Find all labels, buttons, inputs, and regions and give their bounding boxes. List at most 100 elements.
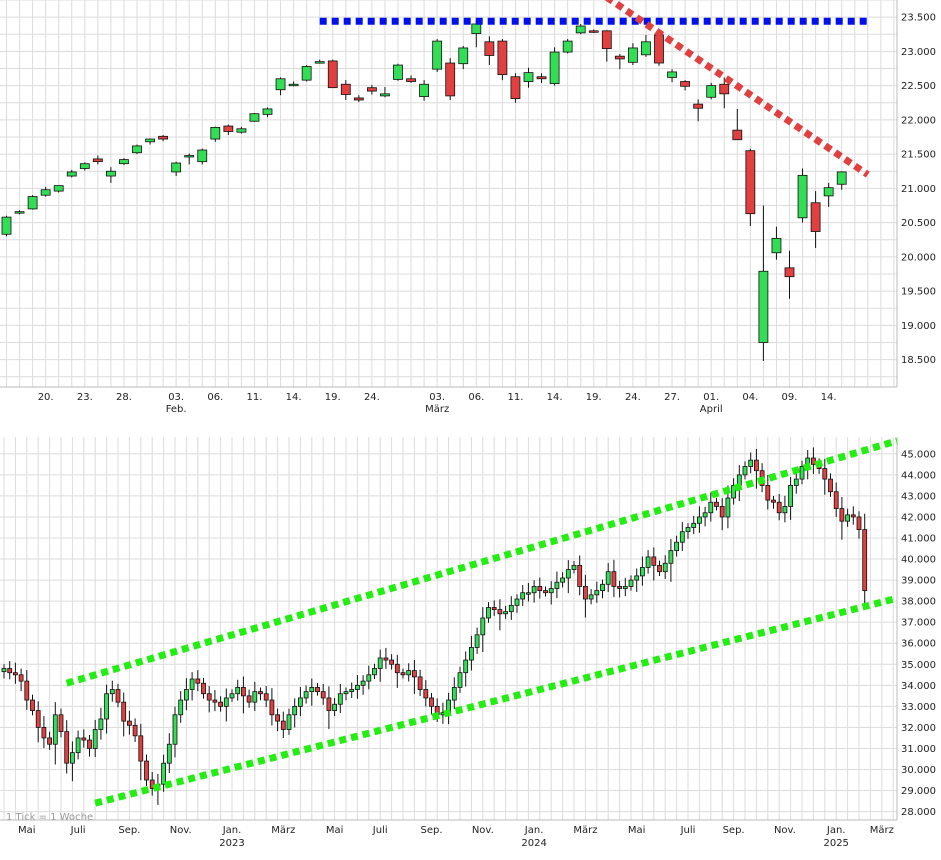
candle-down [680, 81, 690, 87]
x-tick-label: Sep. [723, 825, 745, 836]
candle-down [417, 676, 423, 690]
candle-up [40, 189, 51, 196]
candle-up [823, 187, 834, 197]
x-tick-sublabel: 2023 [219, 838, 244, 849]
candle-down [149, 779, 155, 789]
candle-down [732, 129, 743, 141]
y-tick-label: 21.500 [901, 150, 936, 161]
y-tick-label: 19.500 [901, 287, 936, 298]
candle-up [354, 684, 360, 690]
candle-up [119, 159, 129, 165]
y-tick-label: 43.000 [901, 491, 936, 502]
candle-up [377, 657, 383, 669]
candle-up [171, 162, 182, 173]
candle-down [275, 714, 281, 722]
x-tick-label: Juli [372, 825, 388, 836]
x-tick-label: 14. [286, 392, 302, 403]
candle-down [246, 695, 252, 703]
y-tick-label: 36.000 [901, 639, 936, 650]
candle-up [748, 459, 754, 467]
candle-down [92, 158, 103, 163]
candle-down [263, 693, 269, 701]
candle-down [510, 76, 521, 100]
x-tick-sublabel: April [700, 404, 723, 415]
candle-down [719, 83, 730, 95]
candle-up [79, 163, 90, 169]
candle-up [236, 128, 247, 133]
candle-down [201, 682, 206, 695]
x-tick-label: 14. [547, 392, 563, 403]
candle-down [811, 457, 816, 465]
candle-down [315, 687, 320, 693]
candle-up [474, 634, 480, 648]
x-tick-label: 11. [507, 392, 523, 403]
x-tick-label: Sep. [118, 825, 140, 836]
candle-down [12, 672, 18, 676]
candle-up [782, 506, 788, 514]
candle-up [288, 83, 299, 87]
candle-up [503, 611, 509, 615]
y-tick-label: 30.000 [901, 765, 936, 776]
candle-down [127, 720, 132, 726]
x-tick-label: 23. [77, 392, 93, 403]
candle-down [206, 693, 212, 701]
candle-down [144, 760, 149, 781]
candle-down [856, 516, 862, 530]
candle-up [132, 145, 142, 154]
candle-up [605, 571, 611, 585]
y-tick-label: 28.000 [901, 807, 936, 818]
downtrend-line [604, 0, 870, 178]
candle-up [594, 590, 600, 596]
candle-down [7, 668, 13, 674]
candle-up [645, 556, 651, 568]
candle-up [523, 72, 534, 82]
candle-up [731, 485, 736, 499]
candle-up [725, 497, 731, 518]
candle-up [197, 149, 208, 163]
candle-down [423, 689, 429, 699]
y-tick-label: 41.000 [901, 534, 936, 545]
candle-up [314, 61, 325, 64]
candle-up [432, 40, 443, 70]
x-tick-label: Nov. [774, 825, 796, 836]
x-tick-label: 03. [168, 392, 184, 403]
candle-down [121, 701, 127, 722]
x-tick-label: Jan. [524, 825, 544, 836]
candle-up [104, 693, 109, 720]
y-tick-label: 38.000 [901, 597, 936, 608]
candle-down [850, 514, 856, 518]
candle-up [343, 691, 349, 695]
candle-down [833, 491, 839, 509]
candle-down [429, 697, 434, 707]
y-tick-label: 40.000 [901, 555, 936, 566]
y-tick-label: 42.000 [901, 512, 936, 523]
candle-down [353, 97, 364, 101]
candle-up [380, 93, 390, 97]
candle-up [628, 579, 634, 587]
x-tick-label: 19. [325, 392, 341, 403]
candle-up [679, 531, 685, 543]
candle-down [280, 720, 286, 730]
candle-up [52, 714, 58, 745]
candle-up [458, 47, 469, 65]
candle-up [571, 564, 577, 570]
channel-lower-line [94, 594, 898, 807]
y-tick-label: 20.500 [901, 218, 936, 229]
candle-up [166, 743, 172, 764]
candle-down [714, 501, 719, 507]
candle-down [320, 691, 326, 699]
candle-up [674, 541, 679, 552]
candle-down [47, 737, 52, 745]
candle-down [258, 691, 263, 695]
candle-up [457, 672, 463, 688]
candle-down [406, 78, 416, 82]
candle-up [662, 562, 668, 573]
x-tick-label: Jan. [222, 825, 242, 836]
y-tick-label: 35.000 [901, 660, 936, 671]
candle-down [765, 485, 771, 501]
candle-up [520, 592, 526, 600]
candle-up [303, 691, 309, 699]
x-tick-sublabel: 2024 [521, 838, 546, 849]
candle-down [497, 40, 508, 76]
